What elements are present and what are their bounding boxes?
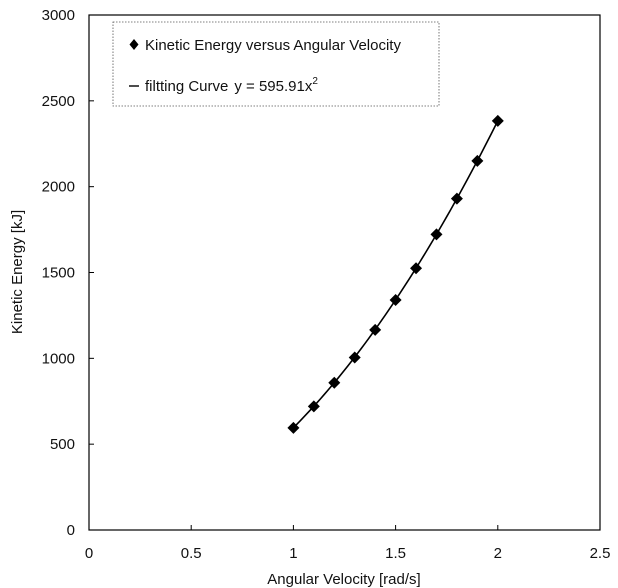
data-point-marker xyxy=(369,323,382,336)
legend-equation-exponent: 2 xyxy=(312,76,318,87)
y-tick-label: 2500 xyxy=(42,93,75,110)
y-tick-label: 1500 xyxy=(42,265,75,282)
x-tick-label: 0 xyxy=(85,545,93,562)
legend-equation: y = 595.91x xyxy=(234,78,312,95)
x-axis-title: Angular Velocity [rad/s] xyxy=(267,571,420,588)
y-tick-label: 3000 xyxy=(42,7,75,24)
data-point-marker xyxy=(348,351,361,364)
data-point-marker xyxy=(491,114,504,127)
x-tick-label: 2 xyxy=(494,545,502,562)
y-tick-label: 1000 xyxy=(42,350,75,367)
y-axis-ticks: 0 500 1000 1500 2000 2500 3000 xyxy=(42,7,94,539)
x-axis-ticks: 0 0.5 1 1.5 2 2.5 xyxy=(85,525,611,562)
data-point-marker xyxy=(450,192,463,205)
y-tick-label: 2000 xyxy=(42,179,75,196)
data-point-marker xyxy=(471,154,484,167)
y-tick-label: 500 xyxy=(50,436,75,453)
legend-diamond-icon xyxy=(129,39,139,50)
data-point-marker xyxy=(430,228,443,241)
data-point-marker xyxy=(307,400,320,413)
legend-label-series-1: Kinetic Energy versus Angular Velocity xyxy=(145,37,401,54)
data-point-marker xyxy=(389,293,402,306)
x-tick-label: 1 xyxy=(289,545,297,562)
data-point-marker xyxy=(287,421,300,434)
legend: Kinetic Energy versus Angular Velocity f… xyxy=(112,21,440,107)
legend-label-series-2: filtting Curve y = 595.91x2 xyxy=(145,76,318,95)
legend-box xyxy=(112,21,440,107)
data-point-marker xyxy=(410,262,423,275)
data-point-marker xyxy=(328,376,341,389)
x-tick-label: 2.5 xyxy=(590,545,611,562)
legend-series-2-name: filtting Curve xyxy=(145,78,228,95)
y-axis-title: Kinetic Energy [kJ] xyxy=(9,210,26,334)
data-markers xyxy=(287,114,504,434)
x-tick-label: 1.5 xyxy=(385,545,406,562)
y-tick-label: 0 xyxy=(67,522,75,539)
x-tick-label: 0.5 xyxy=(181,545,202,562)
